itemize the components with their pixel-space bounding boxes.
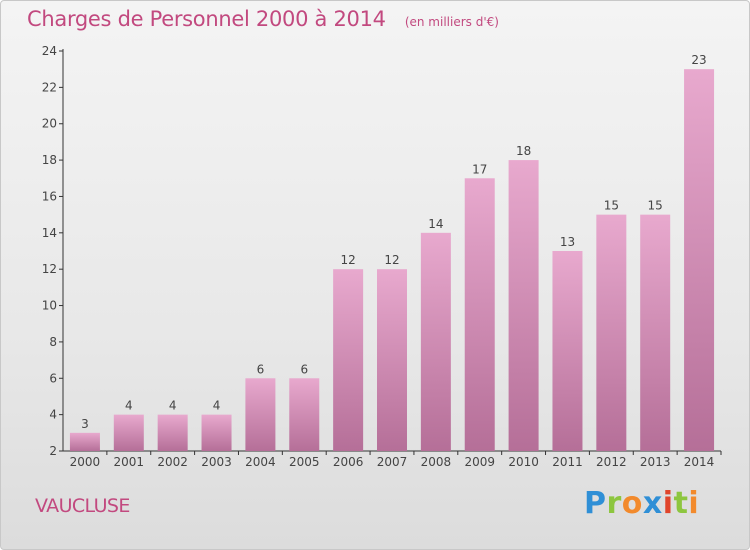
x-tick-label: 2003 [201,455,232,469]
bar [640,214,671,451]
y-tick-label: 16 [42,189,57,203]
logo-letter: x [642,486,663,521]
bar [464,178,495,452]
data-label: 15 [604,199,619,213]
y-tick-label: 2 [49,444,57,458]
bar [552,251,583,451]
data-label: 4 [213,399,221,413]
data-label: 3 [81,417,89,431]
x-tick-label: 2006 [333,455,364,469]
chart-subtitle: (en milliers d'€) [404,15,499,29]
y-tick-label: 6 [49,371,57,385]
y-tick-label: 4 [49,408,57,422]
logo-letter: o [621,486,643,521]
data-label: 17 [472,162,487,176]
x-tick-label: 2007 [377,455,408,469]
y-tick-label: 10 [42,299,57,313]
bar [377,269,407,451]
y-tick-label: 18 [42,153,57,167]
chart-bars [69,69,715,452]
y-tick-label: 22 [42,80,57,94]
chart-labels: 3 4 4 4 6 6 12 12 14 17 18 13 15 15 23 [81,53,707,431]
x-tick-label: 2000 [70,455,101,469]
bar [157,414,188,451]
bar [420,232,451,451]
y-tick-label: 20 [42,117,57,131]
y-tick-label: 14 [42,226,57,240]
bar [201,414,232,451]
bar [113,414,144,451]
x-tick-label: 2001 [114,455,145,469]
logo-letter: i [688,486,700,521]
bar [289,378,320,451]
data-label: 6 [257,362,265,376]
region-name: VAUCLUSE [35,495,130,517]
data-label: 15 [648,199,663,213]
x-tick-label: 2008 [421,455,452,469]
bar [69,432,100,451]
data-label: 4 [125,399,133,413]
x-tick-label: 2012 [596,455,627,469]
logo-letter: i [662,486,674,521]
bar [245,378,276,451]
bar [333,269,364,451]
y-tick-label: 8 [49,335,57,349]
x-tick-label: 2009 [464,455,495,469]
x-tick-label: 2005 [289,455,320,469]
y-tick-label: 24 [42,44,57,58]
bar [684,69,715,451]
bar [596,214,627,451]
x-tick-label: 2010 [508,455,539,469]
data-label: 12 [340,253,355,267]
data-label: 4 [169,399,177,413]
x-tick-label: 2011 [552,455,583,469]
data-label: 14 [428,217,443,231]
x-tick-label: 2013 [640,455,671,469]
data-label: 6 [300,362,308,376]
title-row: Charges de Personnel 2000 à 2014 (en mil… [27,7,499,31]
logo-letter: r [606,486,622,521]
x-tick-label: 2004 [245,455,276,469]
logo-letter: P [584,486,607,521]
data-label: 23 [691,53,706,67]
data-label: 13 [560,235,575,249]
data-label: 18 [516,144,531,158]
x-tick-label: 2014 [684,455,715,469]
x-tick-label: 2002 [157,455,188,469]
bar [508,160,539,451]
data-label: 12 [384,253,399,267]
y-tick-label: 12 [42,262,57,276]
chart-title: Charges de Personnel 2000 à 2014 [27,7,386,31]
logo-letter: t [673,486,689,521]
proxiti-logo: Proxiti [584,486,699,521]
